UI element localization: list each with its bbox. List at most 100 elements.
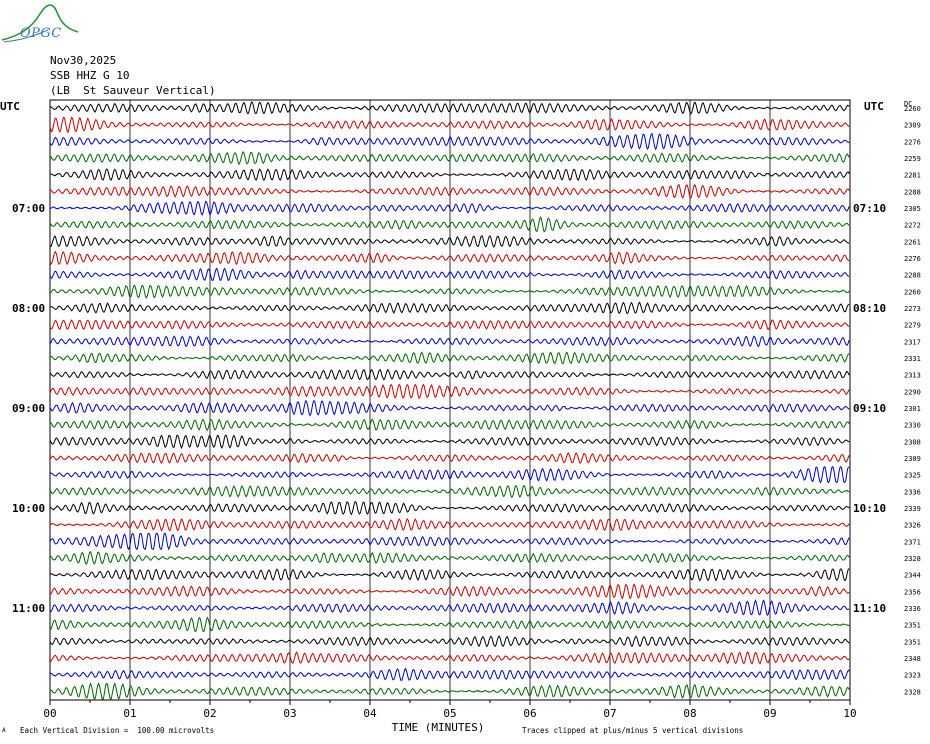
dc-offset-label: 2331 xyxy=(904,355,921,363)
dc-offset-label: 2290 xyxy=(904,388,921,396)
x-tick-label: 08 xyxy=(683,707,696,720)
dc-offset-label: 2261 xyxy=(904,238,921,246)
right-utc-label: UTC xyxy=(864,100,884,113)
dc-offset-label: 2339 xyxy=(904,505,921,513)
x-tick-label: 09 xyxy=(763,707,776,720)
seismic-trace xyxy=(49,101,850,115)
dc-offset-label: 2328 xyxy=(904,688,921,696)
left-time-label: 08:00 xyxy=(12,302,45,315)
dc-header: DC xyxy=(904,100,912,108)
left-time-label: 07:00 xyxy=(12,202,45,215)
seismic-trace xyxy=(49,518,850,532)
right-time-label: 09:10 xyxy=(853,402,886,415)
corner-mark: A xyxy=(2,727,6,734)
logo-text: OPGC xyxy=(20,26,62,41)
dc-offset-label: 2371 xyxy=(904,538,921,546)
dc-offset-label: 2260 xyxy=(904,105,921,113)
seismic-trace xyxy=(49,635,850,647)
dc-offset-label: 2330 xyxy=(904,422,921,430)
dc-offset-label: 2309 xyxy=(904,122,921,130)
right-time-label: 08:10 xyxy=(853,302,886,315)
seismic-trace xyxy=(49,116,850,134)
dc-offset-label: 2272 xyxy=(904,222,921,230)
station-code: SSB HHZ G 10 xyxy=(50,69,130,82)
dc-offset-label: 2281 xyxy=(904,172,921,180)
dc-offset-label: 2260 xyxy=(904,288,921,296)
dc-offset-label: 2276 xyxy=(904,138,921,146)
dc-offset-label: 2336 xyxy=(904,605,921,613)
seismic-trace xyxy=(49,267,850,282)
x-axis-label: TIME (MINUTES) xyxy=(392,721,485,734)
seismic-trace xyxy=(49,351,850,365)
right-time-label: 11:10 xyxy=(853,602,886,615)
seismic-trace xyxy=(49,583,850,600)
dc-offset-label: 2288 xyxy=(904,188,921,196)
x-tick-label: 01 xyxy=(123,707,136,720)
seismic-trace xyxy=(49,184,850,200)
opgc-logo xyxy=(1,4,79,43)
seismic-trace xyxy=(49,399,850,417)
seismic-trace xyxy=(49,452,850,465)
dc-offset-label: 2325 xyxy=(904,472,921,480)
seismic-trace xyxy=(49,550,850,565)
seismic-trace xyxy=(49,151,850,166)
right-time-label: 07:10 xyxy=(853,202,886,215)
dc-offset-label: 2351 xyxy=(904,622,921,630)
dc-offset-label: 2328 xyxy=(904,555,921,563)
seismic-trace xyxy=(49,501,850,516)
seismic-trace xyxy=(49,216,850,233)
dc-offset-label: 2273 xyxy=(904,305,921,313)
seismic-trace xyxy=(49,682,850,700)
seismic-trace xyxy=(49,484,850,499)
seismic-trace xyxy=(49,368,850,381)
seismic-trace xyxy=(49,532,850,551)
seismic-trace xyxy=(49,168,850,182)
seismic-trace xyxy=(49,301,850,315)
dc-offset-label: 2344 xyxy=(904,572,921,580)
seismic-trace xyxy=(49,234,850,248)
x-tick-label: 00 xyxy=(43,707,56,720)
dc-offset-label: 2259 xyxy=(904,155,921,163)
dc-offset-label: 2351 xyxy=(904,638,921,646)
seismic-trace xyxy=(49,418,850,431)
x-tick-label: 07 xyxy=(603,707,616,720)
dc-offset-label: 2276 xyxy=(904,255,921,263)
left-utc-label: UTC xyxy=(0,100,20,113)
left-time-label: 10:00 xyxy=(12,502,45,515)
scale-note: Each Vertical Division = 100.00 microvol… xyxy=(20,726,215,735)
x-tick-label: 03 xyxy=(283,707,296,720)
seismic-trace xyxy=(49,667,850,681)
seismic-trace xyxy=(49,250,850,266)
right-time-label: 10:10 xyxy=(853,502,886,515)
dc-offset-label: 2317 xyxy=(904,338,921,346)
station-location: (LB St Sauveur Vertical) xyxy=(50,84,216,97)
x-tick-label: 10 xyxy=(843,707,856,720)
dc-offset-label: 2301 xyxy=(904,405,921,413)
seismic-trace xyxy=(49,284,850,299)
seismic-trace xyxy=(49,383,850,400)
dc-offset-label: 2323 xyxy=(904,672,921,680)
left-time-label: 11:00 xyxy=(12,602,45,615)
dc-offset-label: 2279 xyxy=(904,322,921,330)
dc-offset-label: 2326 xyxy=(904,522,921,530)
x-tick-label: 04 xyxy=(363,707,377,720)
dc-offset-label: 2348 xyxy=(904,655,921,663)
seismic-trace xyxy=(49,466,850,484)
dc-offset-label: 2305 xyxy=(904,205,921,213)
seismic-trace xyxy=(49,599,850,617)
seismic-trace xyxy=(49,200,850,216)
x-tick-label: 06 xyxy=(523,707,536,720)
seismic-trace xyxy=(49,335,850,348)
record-date: Nov30,2025 xyxy=(50,54,117,67)
seismic-trace xyxy=(49,434,850,449)
dc-offset-label: 2309 xyxy=(904,455,921,463)
dc-offset-label: 2308 xyxy=(904,438,921,446)
dc-offset-label: 2313 xyxy=(904,372,921,380)
seismic-trace xyxy=(49,319,850,331)
dc-offset-label: 2356 xyxy=(904,588,921,596)
left-time-label: 09:00 xyxy=(12,402,45,415)
x-tick-label: 05 xyxy=(443,707,456,720)
seismic-trace xyxy=(49,568,850,582)
clip-note: Traces clipped at plus/minus 5 vertical … xyxy=(522,726,744,735)
